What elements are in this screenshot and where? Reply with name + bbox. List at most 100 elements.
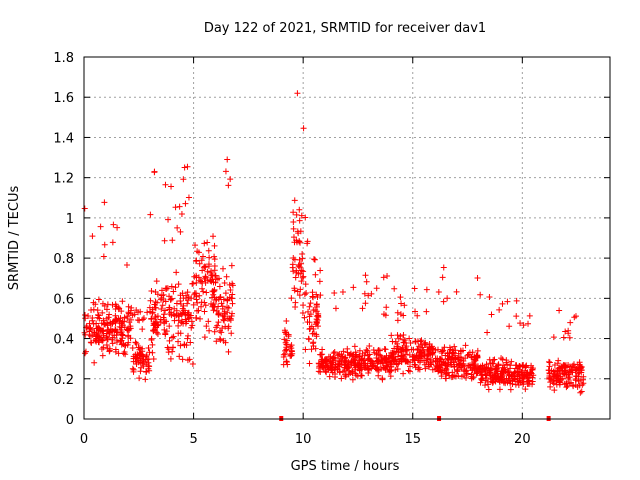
data-point — [149, 310, 156, 317]
data-point — [104, 301, 111, 308]
data-point — [442, 375, 449, 382]
data-point — [551, 387, 558, 394]
data-point — [461, 372, 468, 379]
data-point — [332, 364, 339, 371]
data-point — [300, 273, 307, 280]
data-point — [215, 311, 222, 318]
data-point — [216, 283, 223, 290]
data-point — [312, 345, 319, 352]
data-point — [394, 340, 401, 347]
data-point — [89, 317, 96, 324]
data-point — [358, 360, 365, 367]
data-point — [454, 368, 461, 375]
data-point — [210, 279, 217, 286]
data-point — [172, 204, 179, 211]
data-point — [229, 300, 236, 307]
data-point — [185, 315, 192, 322]
data-point — [437, 364, 444, 371]
data-point — [304, 240, 311, 247]
data-point — [551, 371, 558, 378]
data-point — [214, 276, 221, 283]
data-point — [499, 300, 506, 307]
data-point — [289, 261, 296, 268]
data-point — [440, 347, 447, 354]
data-point — [311, 256, 318, 263]
data-point — [443, 366, 450, 373]
data-point — [182, 316, 189, 323]
data-point — [126, 319, 133, 326]
data-point — [215, 319, 222, 326]
data-point — [298, 212, 305, 219]
data-point — [480, 366, 487, 373]
data-point — [478, 375, 485, 382]
data-point — [162, 331, 169, 338]
data-point — [115, 350, 122, 357]
data-point — [170, 288, 177, 295]
y-axis-label: SRMTID / TECUs — [7, 186, 22, 291]
data-point — [221, 317, 228, 324]
data-point — [496, 386, 503, 393]
data-point — [173, 269, 180, 276]
data-point — [394, 309, 401, 316]
data-point — [291, 239, 298, 246]
data-point — [206, 254, 213, 261]
data-point — [280, 361, 287, 368]
data-point — [365, 292, 372, 299]
data-point — [152, 304, 159, 311]
data-point — [222, 323, 229, 330]
data-point — [127, 325, 134, 332]
data-point — [359, 305, 366, 312]
data-point — [210, 307, 217, 314]
data-point — [97, 223, 104, 230]
data-point — [173, 312, 180, 319]
data-point — [193, 279, 200, 286]
data-point — [148, 288, 155, 295]
data-point — [298, 278, 305, 285]
data-point — [202, 273, 209, 280]
data-point — [168, 183, 175, 190]
data-point — [388, 332, 395, 339]
data-point — [373, 285, 380, 292]
data-point — [178, 319, 185, 326]
data-point — [166, 337, 173, 344]
data-point — [163, 328, 170, 335]
data-point — [441, 344, 448, 351]
data-point — [550, 380, 557, 387]
data-point — [451, 343, 458, 350]
data-point — [420, 357, 427, 364]
data-point — [419, 344, 426, 351]
data-point — [471, 353, 478, 360]
data-point — [106, 311, 113, 318]
data-point — [391, 285, 398, 292]
data-point — [228, 262, 235, 269]
data-point — [99, 309, 106, 316]
data-point — [291, 197, 298, 204]
data-point — [205, 263, 212, 270]
data-point — [192, 242, 199, 249]
data-point — [392, 366, 399, 373]
data-point — [395, 349, 402, 356]
data-point — [567, 319, 574, 326]
data-point — [414, 312, 421, 319]
data-point — [387, 373, 394, 380]
data-point — [174, 224, 181, 231]
data-point — [525, 374, 532, 381]
data-point — [364, 363, 371, 370]
data-point — [211, 328, 218, 335]
data-point — [485, 381, 492, 388]
data-point — [201, 308, 208, 315]
data-point — [554, 368, 561, 375]
data-point — [294, 90, 301, 97]
data-point — [154, 331, 161, 338]
data-point — [504, 361, 511, 368]
data-point — [394, 317, 401, 324]
data-point — [137, 308, 144, 315]
data-point — [117, 315, 124, 322]
data-point — [375, 357, 382, 364]
data-point — [81, 329, 88, 336]
data-point — [196, 260, 203, 267]
data-point — [119, 298, 126, 305]
data-point — [380, 274, 387, 281]
data-point — [380, 311, 387, 318]
